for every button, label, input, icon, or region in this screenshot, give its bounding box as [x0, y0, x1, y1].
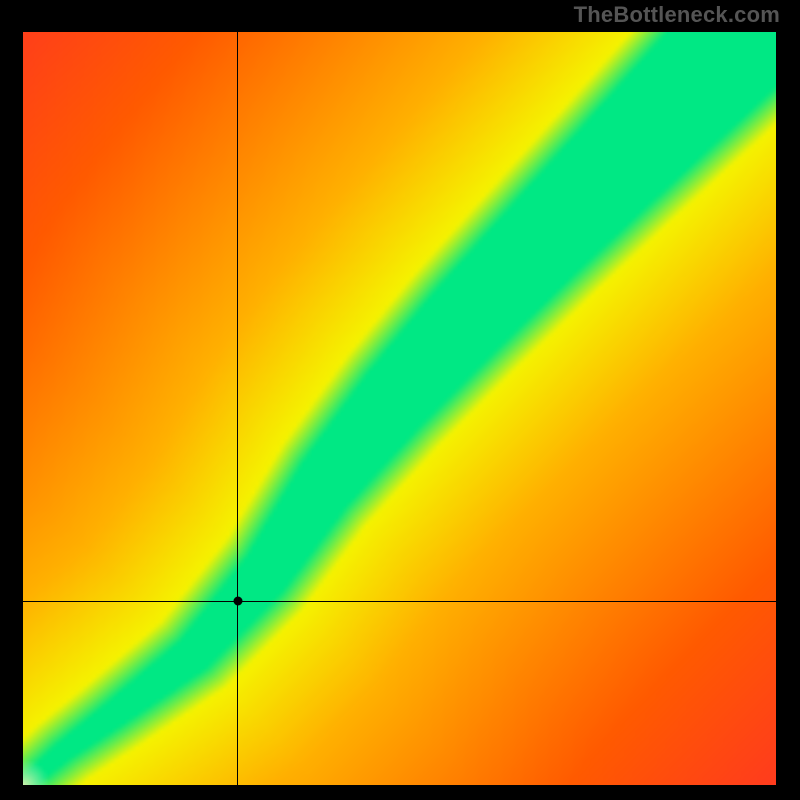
crosshair-horizontal-line — [23, 601, 776, 602]
plot-area — [23, 32, 776, 785]
watermark-label: TheBottleneck.com — [574, 2, 780, 28]
crosshair-marker — [233, 597, 242, 606]
heatmap-canvas — [23, 32, 776, 785]
crosshair-vertical-line — [237, 32, 238, 785]
